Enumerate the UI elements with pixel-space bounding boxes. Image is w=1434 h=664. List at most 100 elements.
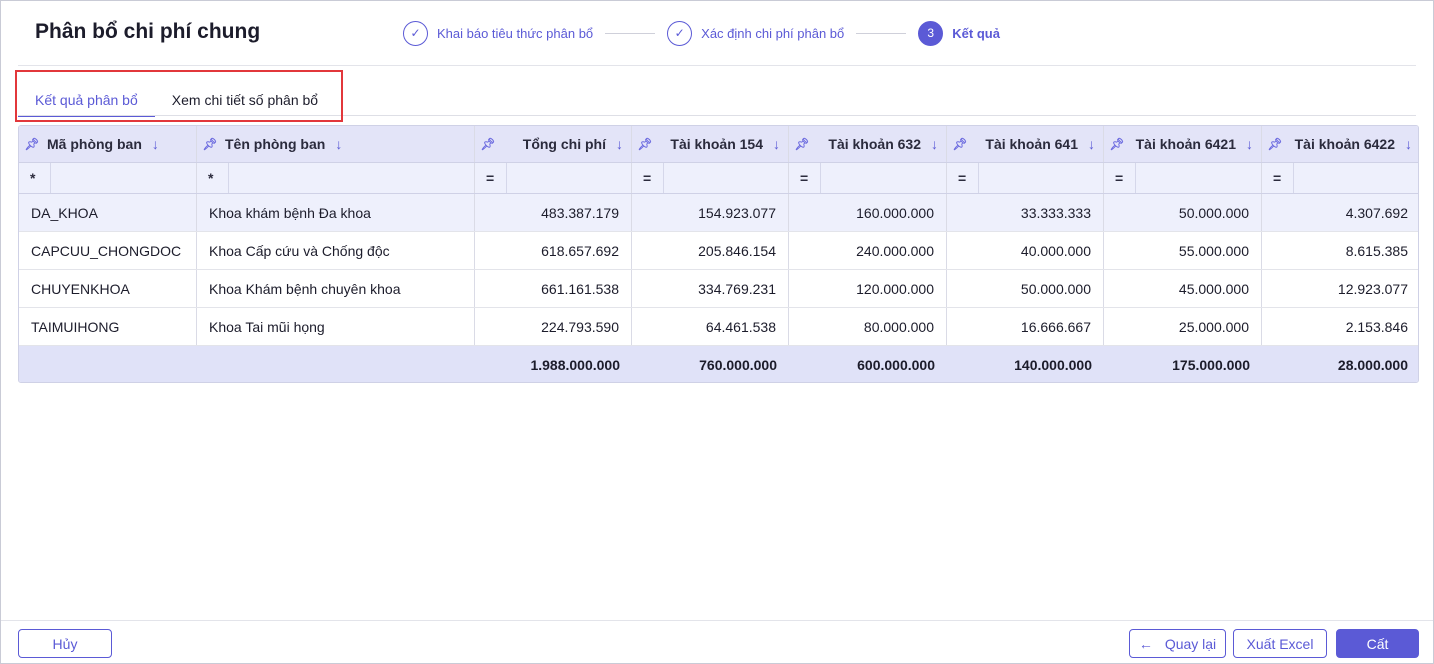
cell-value: 25.000.000 [1104,308,1262,345]
cell-value: 661.161.538 [475,270,632,307]
cell-value: 160.000.000 [789,194,947,231]
stepper: ✓ Khai báo tiêu thức phân bổ ✓ Xác định … [403,19,1000,47]
tab-allocation-detail[interactable]: Xem chi tiết số phân bổ [171,92,319,108]
filter-cell: * [197,163,475,193]
filter-input[interactable] [821,163,946,193]
column-label: Tài khoản 6421 [1135,136,1236,152]
back-button[interactable]: ← Quay lại [1129,629,1226,658]
step-1-label: Khai báo tiêu thức phân bổ [437,25,594,41]
column-header[interactable]: 📌︎ Tài khoản 641 ↓ [947,126,1104,162]
cell-value: 50.000.000 [1104,194,1262,231]
filter-input[interactable] [507,163,631,193]
table-row[interactable]: CHUYENKHOA Khoa Khám bệnh chuyên khoa 66… [19,270,1418,308]
sort-arrow-icon[interactable]: ↓ [616,136,623,152]
cell-value: 45.000.000 [1104,270,1262,307]
column-header[interactable]: 📌︎ Tài khoản 6422 ↓ [1262,126,1418,162]
filter-cell: = [947,163,1104,193]
filter-operator[interactable]: * [197,163,229,193]
filter-operator[interactable]: = [632,163,664,193]
pin-icon[interactable]: 📌︎ [1267,137,1283,151]
pin-icon[interactable]: 📌︎ [1109,137,1125,151]
save-button[interactable]: Cất [1336,629,1419,658]
sort-arrow-icon[interactable]: ↓ [773,136,780,152]
filter-cell: = [475,163,632,193]
filter-cell: = [1262,163,1418,193]
cancel-button[interactable]: Hủy [18,629,112,658]
step-3[interactable]: 3 Kết quả [918,20,1000,46]
cell-value: 205.846.154 [632,232,789,269]
filter-input[interactable] [229,163,474,193]
filter-cell: * [19,163,197,193]
step-3-label: Kết quả [952,25,1000,41]
step-1[interactable]: ✓ Khai báo tiêu thức phân bổ [403,20,594,46]
filter-input[interactable] [664,163,788,193]
filter-operator[interactable]: = [475,163,507,193]
step-number-badge: 3 [918,20,944,46]
step-2[interactable]: ✓ Xác định chi phí phân bổ [667,20,844,46]
column-header[interactable]: 📌︎ Tài khoản 6421 ↓ [1104,126,1262,162]
filter-input[interactable] [979,163,1103,193]
column-label: Tổng chi phí [522,136,606,152]
cell-value: 618.657.692 [475,232,632,269]
cell-value: 224.793.590 [475,308,632,345]
filter-operator[interactable]: = [947,163,979,193]
cell-name: Khoa Cấp cứu và Chống độc [197,232,475,269]
filter-operator[interactable]: = [1104,163,1136,193]
arrow-left-icon: ← [1138,635,1153,652]
cell-value: 80.000.000 [789,308,947,345]
column-header[interactable]: 📌︎ Tên phòng ban ↓ [197,126,475,162]
pin-icon[interactable]: 📌︎ [202,137,218,151]
filter-operator[interactable]: = [1262,163,1294,193]
tab-allocation-result[interactable]: Kết quả phân bổ [18,87,155,117]
sort-arrow-icon[interactable]: ↓ [335,136,343,152]
filter-operator[interactable]: = [789,163,821,193]
sort-arrow-icon[interactable]: ↓ [1246,136,1253,152]
cell-value: 154.923.077 [632,194,789,231]
table-row[interactable]: CAPCUU_CHONGDOC Khoa Cấp cứu và Chống độ… [19,232,1418,270]
check-icon: ✓ [667,20,693,46]
export-excel-button[interactable]: Xuất Excel [1233,629,1327,658]
cell-value: 12.923.077 [1337,280,1408,297]
page-title: Phân bổ chi phí chung [35,20,261,43]
cell-code: DA_KHOA [19,194,197,231]
sort-arrow-icon[interactable]: ↓ [1088,136,1095,152]
cell-value: 64.461.538 [632,308,789,345]
pin-icon[interactable]: 📌︎ [480,137,496,151]
cell-value: 33.333.333 [947,194,1104,231]
sort-arrow-icon[interactable]: ↓ [151,136,159,152]
back-label: Quay lại [1164,635,1217,652]
pin-icon[interactable]: 📌︎ [24,137,40,151]
filter-cell: = [789,163,947,193]
cell-value: 4.307.692 [1345,204,1408,221]
cell-value: 2.153.846 [1345,318,1408,335]
column-header[interactable]: 📌︎ Mã phòng ban ↓ [19,126,197,162]
filter-row: * * = = = = = [19,163,1418,194]
step-connector [856,32,907,34]
table-row[interactable]: DA_KHOA Khoa khám bệnh Đa khoa 483.387.1… [19,194,1418,232]
sort-arrow-icon[interactable]: ↓ [1405,136,1412,152]
filter-input[interactable] [1136,163,1261,193]
pin-icon[interactable]: 📌︎ [952,137,968,151]
column-label: Tài khoản 154 [670,136,763,152]
cell-value: 334.769.231 [632,270,789,307]
cell-value: 120.000.000 [789,270,947,307]
filter-cell: = [632,163,789,193]
total-value: 760.000.000 [699,356,777,373]
save-label: Cất [1366,635,1389,652]
sort-arrow-icon[interactable]: ↓ [931,136,938,152]
cell-value: 50.000.000 [947,270,1104,307]
total-value: 1.988.000.000 [530,356,620,373]
filter-input[interactable] [1294,163,1418,193]
column-header[interactable]: 📌︎ Tài khoản 632 ↓ [789,126,947,162]
cell-name: Khoa khám bệnh Đa khoa [197,194,475,231]
pin-icon[interactable]: 📌︎ [637,137,653,151]
step-connector [605,32,656,34]
filter-input[interactable] [51,163,196,193]
table-row[interactable]: TAIMUIHONG Khoa Tai mũi họng 224.793.590… [19,308,1418,346]
cell-code: TAIMUIHONG [19,308,197,345]
column-header[interactable]: 📌︎ Tổng chi phí ↓ [475,126,632,162]
cancel-label: Hủy [52,635,78,652]
filter-operator[interactable]: * [19,163,51,193]
column-header[interactable]: 📌︎ Tài khoản 154 ↓ [632,126,789,162]
pin-icon[interactable]: 📌︎ [794,137,810,151]
